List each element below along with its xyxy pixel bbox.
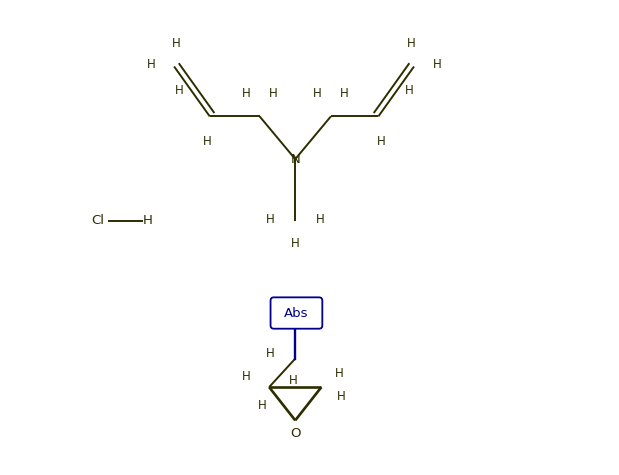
Text: N: N [290,152,300,166]
Text: H: H [316,213,324,226]
FancyBboxPatch shape [271,297,322,329]
Text: H: H [291,237,300,250]
Text: H: H [376,134,385,148]
Text: H: H [143,214,153,228]
Text: H: H [203,134,212,148]
Text: H: H [313,87,322,100]
Text: H: H [242,87,251,100]
Text: H: H [147,57,156,71]
Text: H: H [340,87,348,100]
Text: H: H [269,87,277,100]
Text: H: H [172,37,181,50]
Text: H: H [337,390,345,403]
Text: H: H [175,84,183,97]
Text: H: H [258,399,266,412]
Text: H: H [266,347,275,361]
Text: H: H [407,37,416,50]
Text: O: O [290,427,300,440]
Text: Cl: Cl [92,214,105,228]
Text: H: H [405,84,413,97]
Text: H: H [242,370,251,383]
Text: H: H [288,373,297,387]
Text: H: H [335,367,344,380]
Text: H: H [266,213,275,226]
Text: H: H [433,57,441,71]
Text: Abs: Abs [284,306,309,320]
